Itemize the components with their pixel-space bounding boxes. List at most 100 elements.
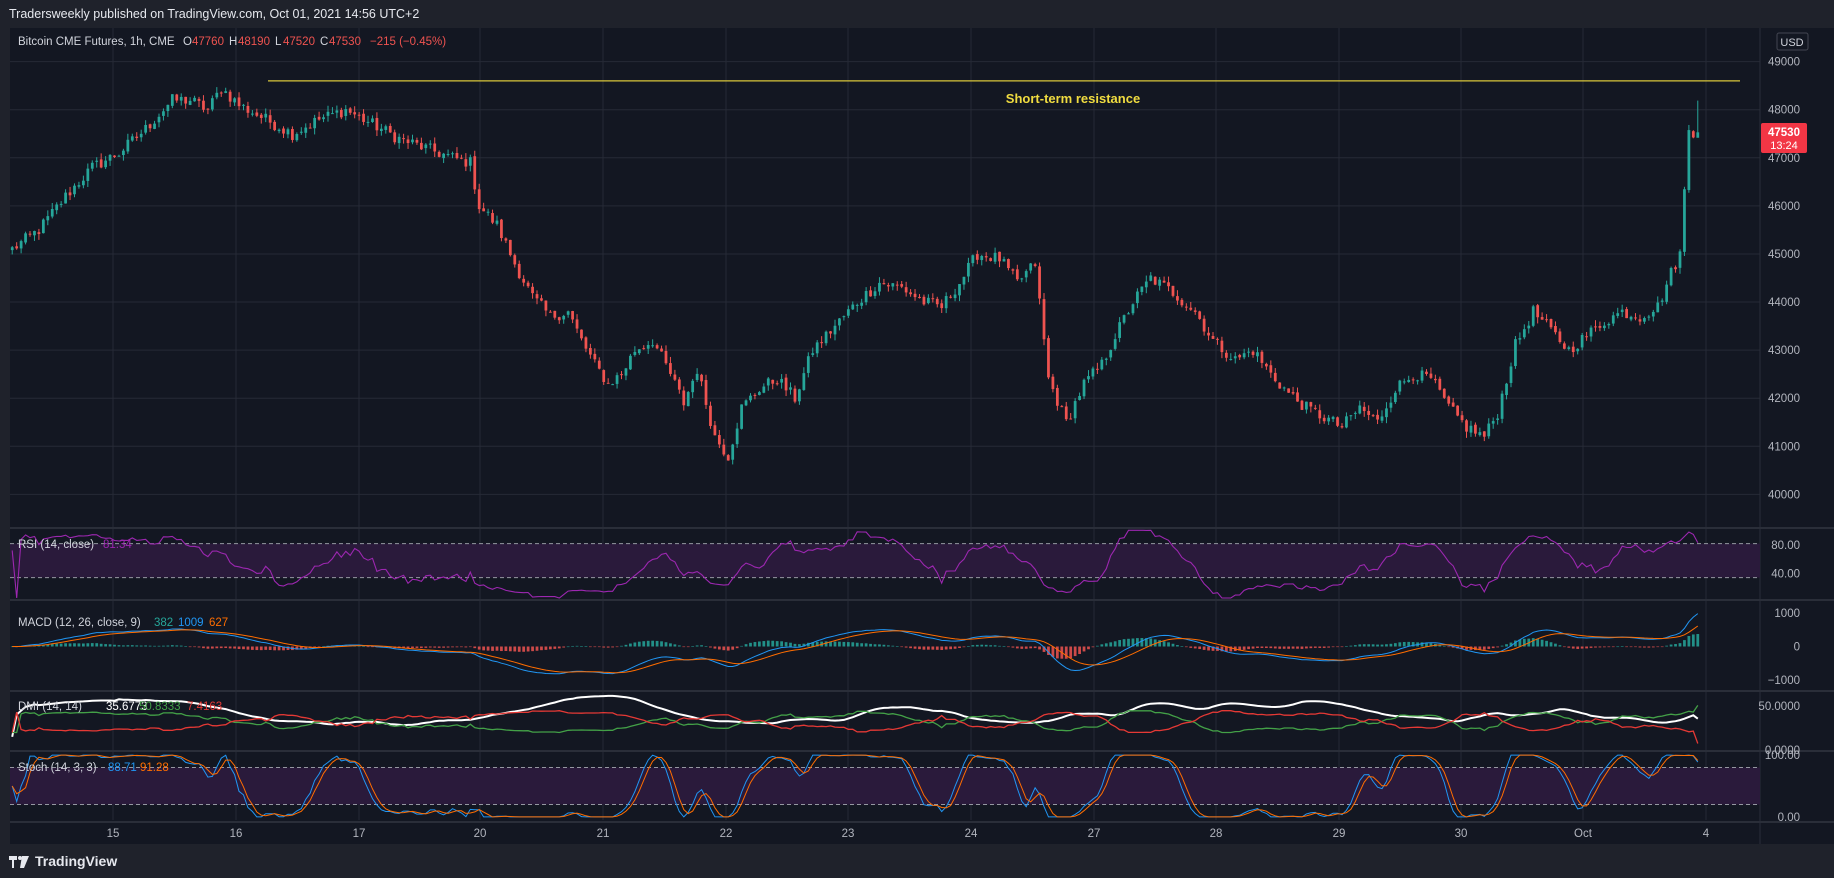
- macd-histogram-bar: [838, 641, 841, 647]
- macd-histogram-bar: [166, 645, 170, 647]
- candle: [1184, 303, 1188, 311]
- macd-histogram-bar: [904, 646, 908, 648]
- macd-histogram-bar: [508, 646, 512, 652]
- macd-histogram-bar: [1260, 646, 1264, 648]
- macd-histogram-bar: [1047, 646, 1050, 655]
- candle: [1367, 405, 1371, 421]
- candle: [1371, 413, 1375, 418]
- candle: [19, 239, 23, 254]
- price-tick-label: 45000: [1768, 249, 1800, 261]
- candle: [1220, 336, 1224, 359]
- candle: [1518, 332, 1522, 345]
- macd-histogram-bar: [215, 646, 219, 649]
- macd-histogram-bar: [179, 645, 183, 647]
- macd-histogram-bar: [99, 643, 103, 647]
- candle: [535, 290, 539, 305]
- candle: [1082, 378, 1086, 400]
- candle: [566, 310, 570, 318]
- macd-histogram-bar: [1669, 644, 1673, 647]
- candle: [1242, 348, 1246, 360]
- candle: [1456, 405, 1459, 417]
- macd-histogram-bar: [855, 642, 859, 647]
- macd-histogram-bar: [139, 645, 143, 647]
- macd-histogram-bar: [673, 644, 677, 647]
- time-tick-label: 24: [965, 828, 978, 840]
- stoch-band: [10, 767, 1760, 805]
- candle: [1567, 345, 1571, 351]
- macd-histogram-bar: [1545, 640, 1548, 647]
- candle: [1300, 399, 1304, 411]
- candle: [522, 275, 526, 287]
- candle: [1407, 375, 1411, 383]
- macd-histogram-bar: [824, 641, 828, 647]
- candle: [557, 316, 561, 324]
- candle: [1634, 313, 1637, 321]
- candle: [1269, 360, 1273, 378]
- macd-histogram-bar: [1327, 646, 1331, 648]
- candle: [219, 91, 223, 97]
- macd-histogram-bar: [108, 644, 112, 647]
- stoch-label: Stoch (14, 3, 3): [18, 762, 97, 774]
- candle: [709, 401, 712, 429]
- candle: [1536, 303, 1540, 324]
- candle: [864, 287, 868, 306]
- publish-header: Tradersweekly published on TradingView.c…: [0, 0, 1834, 28]
- macd-histogram-bar: [420, 646, 423, 649]
- macd-histogram-bar: [268, 646, 272, 651]
- candle: [1060, 405, 1064, 408]
- macd-histogram-bar: [264, 646, 268, 650]
- macd-histogram-bar: [357, 645, 361, 647]
- macd-histogram-bar: [589, 646, 592, 648]
- candle: [878, 277, 881, 296]
- macd-histogram-bar: [1611, 646, 1615, 648]
- candle: [406, 135, 410, 149]
- macd-histogram-bar: [1251, 646, 1255, 649]
- candle: [886, 282, 890, 292]
- macd-histogram-bar: [1149, 638, 1153, 647]
- macd-histogram-bar: [1051, 646, 1055, 657]
- macd-histogram-bar: [682, 646, 686, 648]
- macd-histogram-bar: [1425, 642, 1428, 647]
- candle: [1616, 307, 1620, 319]
- macd-histogram-bar: [620, 645, 623, 647]
- candle: [348, 107, 352, 115]
- candle: [1118, 317, 1121, 343]
- currency-badge[interactable]: [1776, 32, 1809, 51]
- candle: [246, 101, 250, 118]
- candle: [691, 378, 695, 399]
- candle: [695, 368, 699, 383]
- candle: [1683, 186, 1686, 257]
- candle: [162, 108, 165, 121]
- candle: [255, 108, 259, 118]
- macd-histogram-bar: [1069, 646, 1073, 659]
- macd-label: MACD (12, 26, close, 9): [18, 617, 141, 629]
- candle: [1647, 314, 1651, 321]
- macd-histogram-bar: [629, 643, 632, 647]
- candle: [135, 132, 139, 141]
- macd-histogram-bar: [1322, 646, 1326, 648]
- candle: [1238, 353, 1242, 360]
- macd-histogram-bar: [1683, 640, 1686, 647]
- macd-histogram-bar: [1096, 645, 1099, 647]
- rsi-line: [11, 529, 1699, 599]
- candle: [1620, 304, 1624, 318]
- macd-histogram-bar: [793, 643, 797, 647]
- dmi-minus-value: 7.4163: [187, 701, 222, 713]
- macd-histogram-bar: [1558, 645, 1562, 647]
- candle: [1416, 379, 1419, 385]
- macd-histogram-bar: [1229, 646, 1233, 652]
- candle: [1033, 262, 1037, 268]
- candle: [1229, 353, 1233, 361]
- candle: [1260, 350, 1264, 369]
- macd-histogram-bar: [317, 646, 321, 648]
- macd-histogram-bar: [984, 644, 988, 647]
- price-tick-label: 42000: [1768, 393, 1800, 405]
- candle: [749, 393, 752, 403]
- macd-histogram-bar: [624, 644, 628, 647]
- macd-histogram-bar: [1109, 642, 1113, 647]
- macd-histogram-bar: [1514, 640, 1517, 647]
- candle: [904, 281, 908, 297]
- macd-histogram-bar: [753, 642, 757, 647]
- tradingview-logo[interactable]: TradingView: [9, 853, 117, 869]
